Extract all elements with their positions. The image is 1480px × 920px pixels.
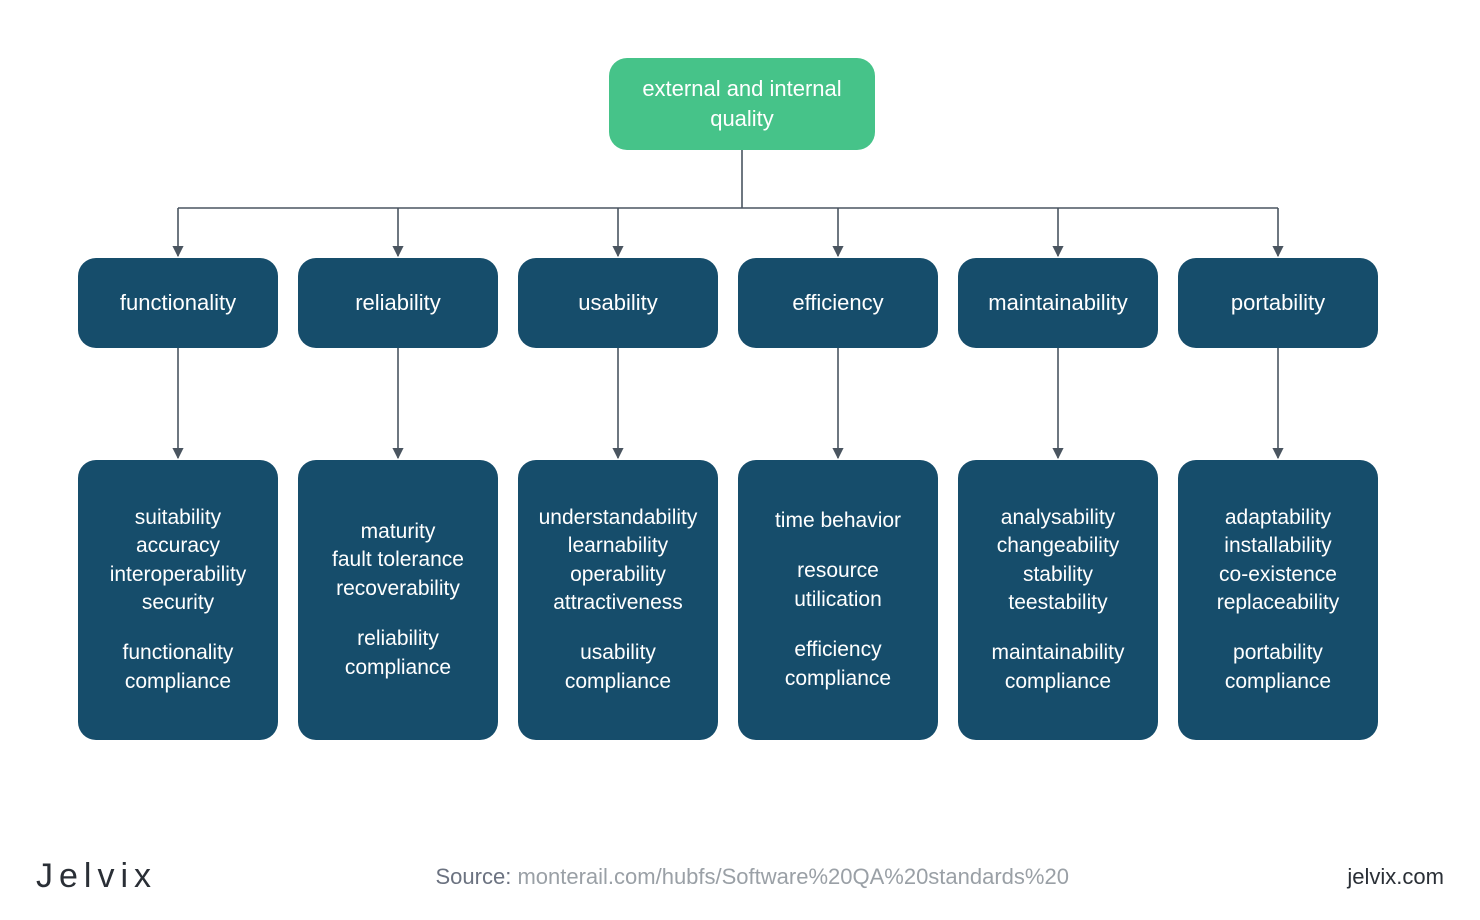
leaf-line: learnability xyxy=(539,532,698,560)
leaf-line: efficiency xyxy=(775,636,901,664)
category-functionality: functionality xyxy=(78,258,278,348)
leaf-line: stability xyxy=(991,561,1124,589)
leaf-line: fault tolerance xyxy=(332,546,464,574)
category-label: efficiency xyxy=(792,288,883,318)
root-node: external and internal quality xyxy=(609,58,875,150)
leaf-line: compliance xyxy=(539,668,698,696)
leaf-line: compliance xyxy=(991,668,1124,696)
leaf-line: teestability xyxy=(991,589,1124,617)
leaf-line: adaptability xyxy=(1217,504,1340,532)
footer: Jelvix Source: monterail.com/hubfs/Softw… xyxy=(0,857,1480,896)
leaf-line: installability xyxy=(1217,532,1340,560)
leaf-line: compliance xyxy=(1217,668,1340,696)
leaf-efficiency: time behavior resourceutilication efficien… xyxy=(738,460,938,740)
source-line: Source: monterail.com/hubfs/Software%20Q… xyxy=(435,864,1068,890)
root-label: external and internal quality xyxy=(609,74,875,133)
leaf-maintainability: analysabilitychangeabilitystabilityteest… xyxy=(958,460,1158,740)
leaf-line: operability xyxy=(539,561,698,589)
leaf-line: compliance xyxy=(775,665,901,693)
category-label: usability xyxy=(578,288,657,318)
leaf-portability: adaptabilityinstallabilityco-existencere… xyxy=(1178,460,1378,740)
leaf-line: accuracy xyxy=(110,532,247,560)
leaf-line: time behavior xyxy=(775,507,901,535)
leaf-line: compliance xyxy=(332,654,464,682)
category-label: functionality xyxy=(120,288,236,318)
leaf-usability: understandabilitylearnabilityoperability… xyxy=(518,460,718,740)
leaf-line: suitability xyxy=(110,504,247,532)
category-portability: portability xyxy=(1178,258,1378,348)
category-label: reliability xyxy=(355,288,441,318)
logo: Jelvix xyxy=(36,857,157,896)
category-efficiency: efficiency xyxy=(738,258,938,348)
source-text: monterail.com/hubfs/Software%20QA%20stan… xyxy=(517,864,1069,889)
category-label: maintainability xyxy=(988,288,1127,318)
leaf-line: recoverability xyxy=(332,575,464,603)
leaf-line: compliance xyxy=(110,668,247,696)
leaf-line: replaceability xyxy=(1217,589,1340,617)
leaf-line: functionality xyxy=(110,639,247,667)
leaf-line: understandability xyxy=(539,504,698,532)
category-maintainability: maintainability xyxy=(958,258,1158,348)
leaf-line: utilication xyxy=(775,586,901,614)
leaf-line: interoperability xyxy=(110,561,247,589)
leaf-functionality: suitabilityaccuracyinteroperabilitysecur… xyxy=(78,460,278,740)
category-reliability: reliability xyxy=(298,258,498,348)
leaf-line: security xyxy=(110,589,247,617)
source-label: Source: xyxy=(435,864,511,889)
leaf-line: changeability xyxy=(991,532,1124,560)
category-label: portability xyxy=(1231,288,1325,318)
category-usability: usability xyxy=(518,258,718,348)
leaf-line: reliability xyxy=(332,625,464,653)
site-url: jelvix.com xyxy=(1347,864,1444,890)
leaf-line: usability xyxy=(539,639,698,667)
leaf-line: portability xyxy=(1217,639,1340,667)
leaf-line: maintainability xyxy=(991,639,1124,667)
leaf-line: co-existence xyxy=(1217,561,1340,589)
leaf-line: analysability xyxy=(991,504,1124,532)
diagram-canvas: external and internal quality functional… xyxy=(0,0,1480,920)
leaf-line: maturity xyxy=(332,518,464,546)
leaf-line: attractiveness xyxy=(539,589,698,617)
leaf-reliability: maturityfault tolerancerecoverability rel… xyxy=(298,460,498,740)
leaf-line: resource xyxy=(775,557,901,585)
